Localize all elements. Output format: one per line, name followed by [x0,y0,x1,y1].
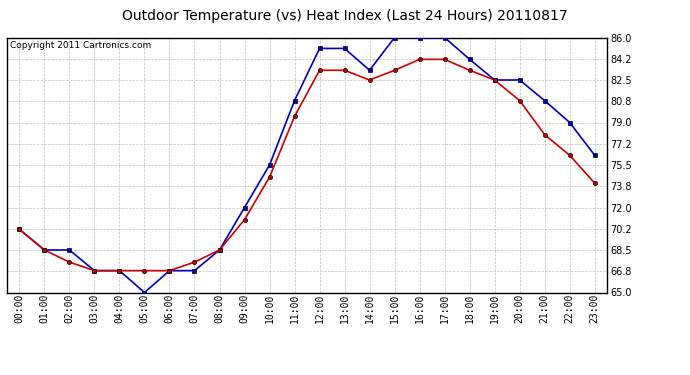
Text: Copyright 2011 Cartronics.com: Copyright 2011 Cartronics.com [10,41,151,50]
Text: Outdoor Temperature (vs) Heat Index (Last 24 Hours) 20110817: Outdoor Temperature (vs) Heat Index (Las… [122,9,568,23]
